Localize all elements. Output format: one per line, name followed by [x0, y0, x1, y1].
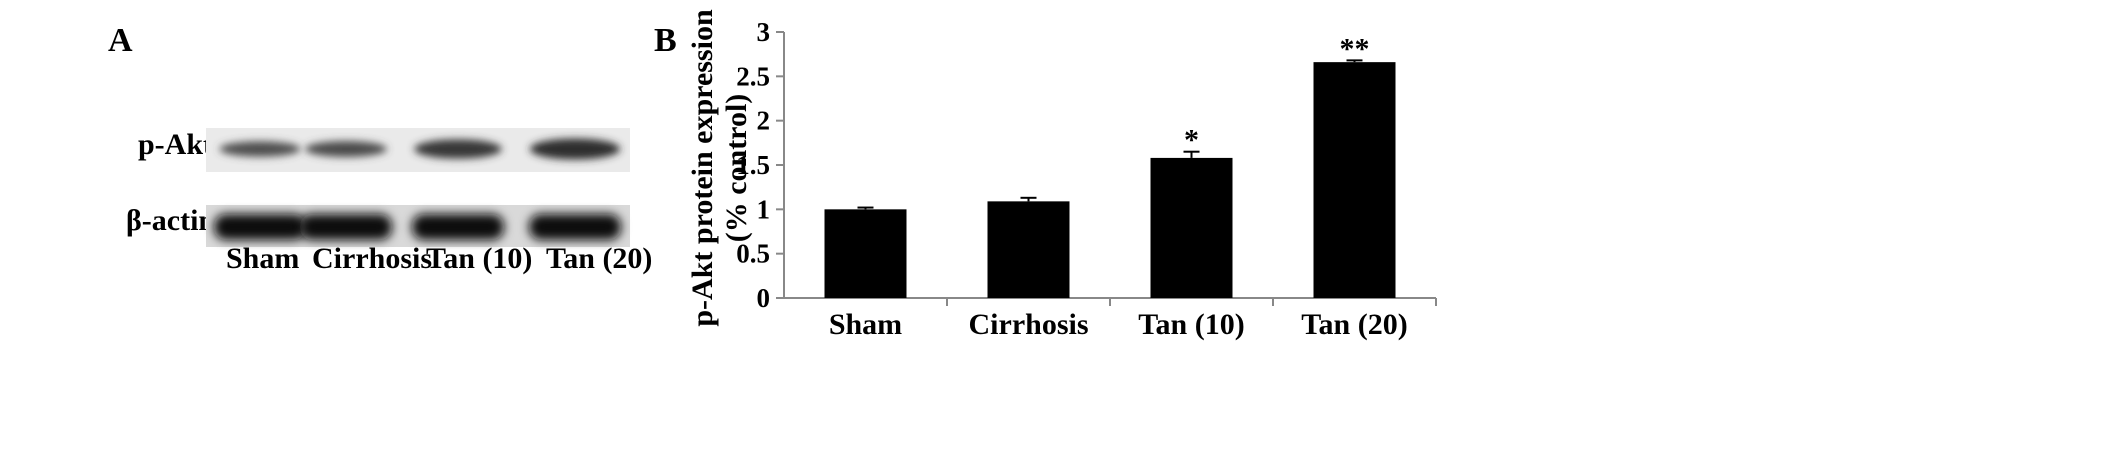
- y-axis-title-line1: p-Akt protein expression: [686, 9, 719, 327]
- lane-label-tan10: Tan (10): [426, 242, 533, 275]
- panel-b-letter: B: [654, 22, 677, 59]
- lane-label-tan20: Tan (20): [546, 242, 653, 275]
- significance-mark: *: [1184, 124, 1199, 157]
- bar: [824, 209, 907, 298]
- bactin-band: [300, 214, 392, 240]
- bars-group: ***: [824, 32, 1396, 298]
- pakt-band: [529, 138, 621, 160]
- y-axis-title-line2: (% control): [720, 94, 753, 243]
- lane-label-cirrhosis: Cirrhosis: [312, 242, 432, 275]
- y-tick-label: 0: [757, 283, 771, 313]
- y-axis-title: p-Akt protein expression (% control): [686, 9, 753, 327]
- bactin-band: [214, 214, 306, 240]
- x-tick-label: Tan (20): [1301, 308, 1407, 341]
- blot-row-label-bactin: β-actin: [126, 204, 216, 237]
- bactin-band-group: [214, 214, 621, 240]
- panel-a-letter: A: [108, 22, 133, 59]
- x-tick-label: Tan (10): [1138, 308, 1244, 341]
- bar: [1313, 62, 1396, 298]
- bar: [1150, 157, 1233, 298]
- bar-chart: p-Akt protein expression (% control) 0 0.5…: [686, 9, 1437, 341]
- significance-mark: **: [1340, 32, 1370, 65]
- blot-row-label-pakt: p-Akt: [138, 128, 214, 161]
- y-tick-label: 1: [757, 194, 771, 224]
- pakt-band-group: [219, 138, 621, 160]
- y-tick-label: 3: [757, 17, 771, 47]
- y-tick-label: 0.5: [736, 239, 770, 269]
- pakt-band: [305, 141, 387, 157]
- lane-label-sham: Sham: [226, 242, 300, 275]
- x-tick-label: Sham: [829, 308, 902, 341]
- western-blot-image: [206, 128, 630, 247]
- bactin-band: [412, 214, 504, 240]
- bactin-band: [529, 214, 621, 240]
- pakt-band: [219, 141, 301, 157]
- y-tick-label: 1.5: [736, 150, 770, 180]
- y-ticks: 0 0.5 1 1.5 2 2.5 3: [736, 17, 784, 313]
- pakt-band: [414, 139, 502, 159]
- y-tick-label: 2: [757, 106, 771, 136]
- y-tick-label: 2.5: [736, 61, 770, 91]
- x-tick-label: Cirrhosis: [969, 308, 1089, 341]
- bar: [987, 201, 1070, 298]
- x-tick-labels: Sham Cirrhosis Tan (10) Tan (20): [829, 298, 1437, 341]
